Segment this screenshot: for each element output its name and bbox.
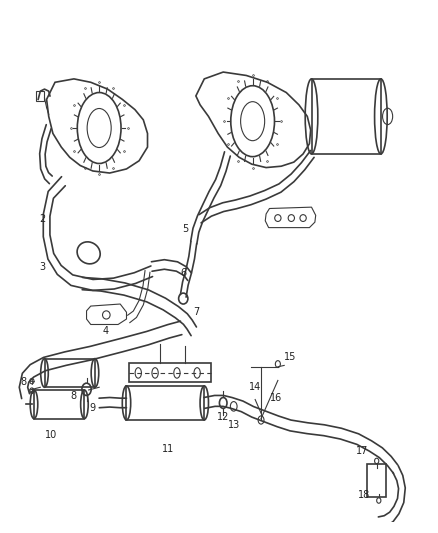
Text: 5: 5 — [182, 224, 188, 234]
Bar — [367, 464, 386, 497]
Text: 11: 11 — [162, 443, 175, 454]
Text: 16: 16 — [270, 393, 282, 403]
Bar — [127, 386, 204, 420]
Text: 8: 8 — [71, 391, 77, 401]
Text: 6: 6 — [180, 268, 186, 278]
Text: 2: 2 — [39, 214, 46, 224]
Text: 8: 8 — [21, 377, 27, 387]
Text: 15: 15 — [284, 352, 297, 362]
Text: 4: 4 — [102, 326, 109, 336]
Text: 14: 14 — [249, 382, 261, 392]
Text: 10: 10 — [45, 430, 57, 440]
Bar — [34, 390, 85, 418]
Text: 9: 9 — [90, 403, 96, 413]
Text: 18: 18 — [358, 490, 370, 500]
Bar — [311, 79, 381, 154]
Bar — [36, 91, 44, 101]
Text: 7: 7 — [193, 307, 199, 317]
Text: 13: 13 — [228, 420, 240, 430]
Text: 3: 3 — [39, 262, 46, 271]
Text: 17: 17 — [356, 446, 368, 456]
Text: 12: 12 — [217, 411, 230, 422]
Bar — [45, 359, 95, 387]
Bar — [129, 364, 211, 383]
